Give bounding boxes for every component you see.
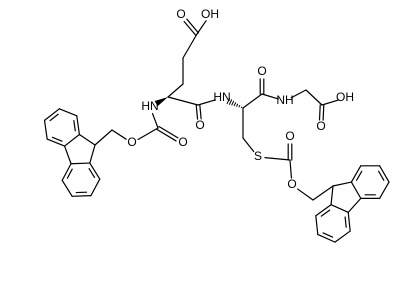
- bond: [199, 104, 202, 120]
- bond: [167, 96, 199, 106]
- bond: [261, 93, 279, 100]
- ring-bond: [61, 179, 73, 197]
- atom-label: O: [287, 177, 296, 191]
- ring-bond: [63, 133, 81, 147]
- bond: [242, 93, 263, 109]
- bond: [137, 127, 159, 141]
- atom-label: HN: [213, 90, 230, 104]
- atom-label: O: [316, 119, 325, 133]
- bond: [264, 157, 291, 161]
- hash-bond: [228, 99, 233, 105]
- ring-double-bond: [88, 168, 96, 178]
- ring-double-bond: [356, 170, 363, 181]
- ring-bond: [43, 108, 60, 121]
- bond: [156, 128, 177, 142]
- atom-label: O: [285, 129, 294, 143]
- ring-bond: [89, 162, 101, 180]
- ring-bond: [315, 215, 319, 236]
- bond: [111, 129, 127, 140]
- ring-double-bond: [49, 113, 59, 122]
- hash-bond: [231, 100, 235, 106]
- atom-label: HN: [141, 99, 158, 113]
- atom-label: OH: [336, 90, 354, 104]
- ring-bond: [76, 115, 81, 136]
- ring-bond: [350, 181, 362, 199]
- ring-bond: [63, 145, 72, 165]
- ring-bond: [46, 138, 66, 147]
- ring-bond: [334, 230, 351, 243]
- bond: [183, 20, 197, 36]
- bond: [167, 83, 184, 98]
- ring-double-bond: [66, 168, 73, 179]
- bond: [242, 137, 255, 153]
- ring-bond: [317, 233, 336, 243]
- atom-label: O: [127, 135, 136, 149]
- bond: [186, 18, 199, 34]
- atom-label: O: [176, 7, 185, 21]
- hash-bond: [236, 103, 239, 107]
- ring-double-bond: [322, 232, 334, 238]
- bond: [322, 104, 325, 121]
- bond: [290, 89, 307, 99]
- hash-bond: [238, 105, 241, 108]
- ring-bond: [347, 197, 362, 213]
- bond: [305, 89, 323, 106]
- atom-label: O: [195, 118, 204, 132]
- ring-bond: [330, 185, 334, 206]
- bond: [195, 104, 199, 120]
- bond: [289, 159, 293, 179]
- ring-bond: [71, 195, 92, 197]
- ring-bond: [332, 181, 352, 187]
- wedge-bond: [154, 97, 168, 107]
- ring-bond: [350, 165, 362, 183]
- ring-bond: [61, 163, 72, 181]
- ring-double-bond: [73, 119, 76, 132]
- ring-double-bond: [344, 216, 347, 228]
- bond: [318, 104, 321, 121]
- atom-label: NH: [276, 93, 293, 107]
- bond: [312, 185, 334, 201]
- ring-bond: [330, 204, 349, 213]
- bond: [151, 112, 159, 129]
- ring-bond: [78, 133, 96, 146]
- ring-bond: [379, 165, 390, 183]
- bond: [182, 33, 198, 59]
- ring-double-bond: [51, 136, 63, 142]
- ring-double-bond: [320, 209, 331, 217]
- hash-bond: [233, 102, 237, 107]
- ring-bond: [90, 178, 101, 197]
- ring-bond: [89, 144, 96, 164]
- bond: [197, 99, 216, 106]
- ring-bond: [379, 181, 390, 199]
- ring-bond: [315, 204, 332, 217]
- bond: [196, 20, 207, 35]
- atom-label: S: [254, 149, 262, 163]
- ring-bond: [43, 119, 48, 140]
- bond: [321, 99, 339, 106]
- bond: [158, 125, 179, 139]
- ring-bond: [70, 162, 91, 165]
- ring-bond: [58, 108, 78, 117]
- atom-label: OH: [201, 7, 219, 21]
- atom-label: O: [178, 135, 187, 149]
- ring-bond: [347, 211, 351, 232]
- ring-double-bond: [378, 170, 385, 181]
- hash-bond: [226, 97, 231, 105]
- bond: [94, 129, 113, 146]
- bond: [297, 188, 314, 201]
- atom-label: O: [257, 64, 266, 78]
